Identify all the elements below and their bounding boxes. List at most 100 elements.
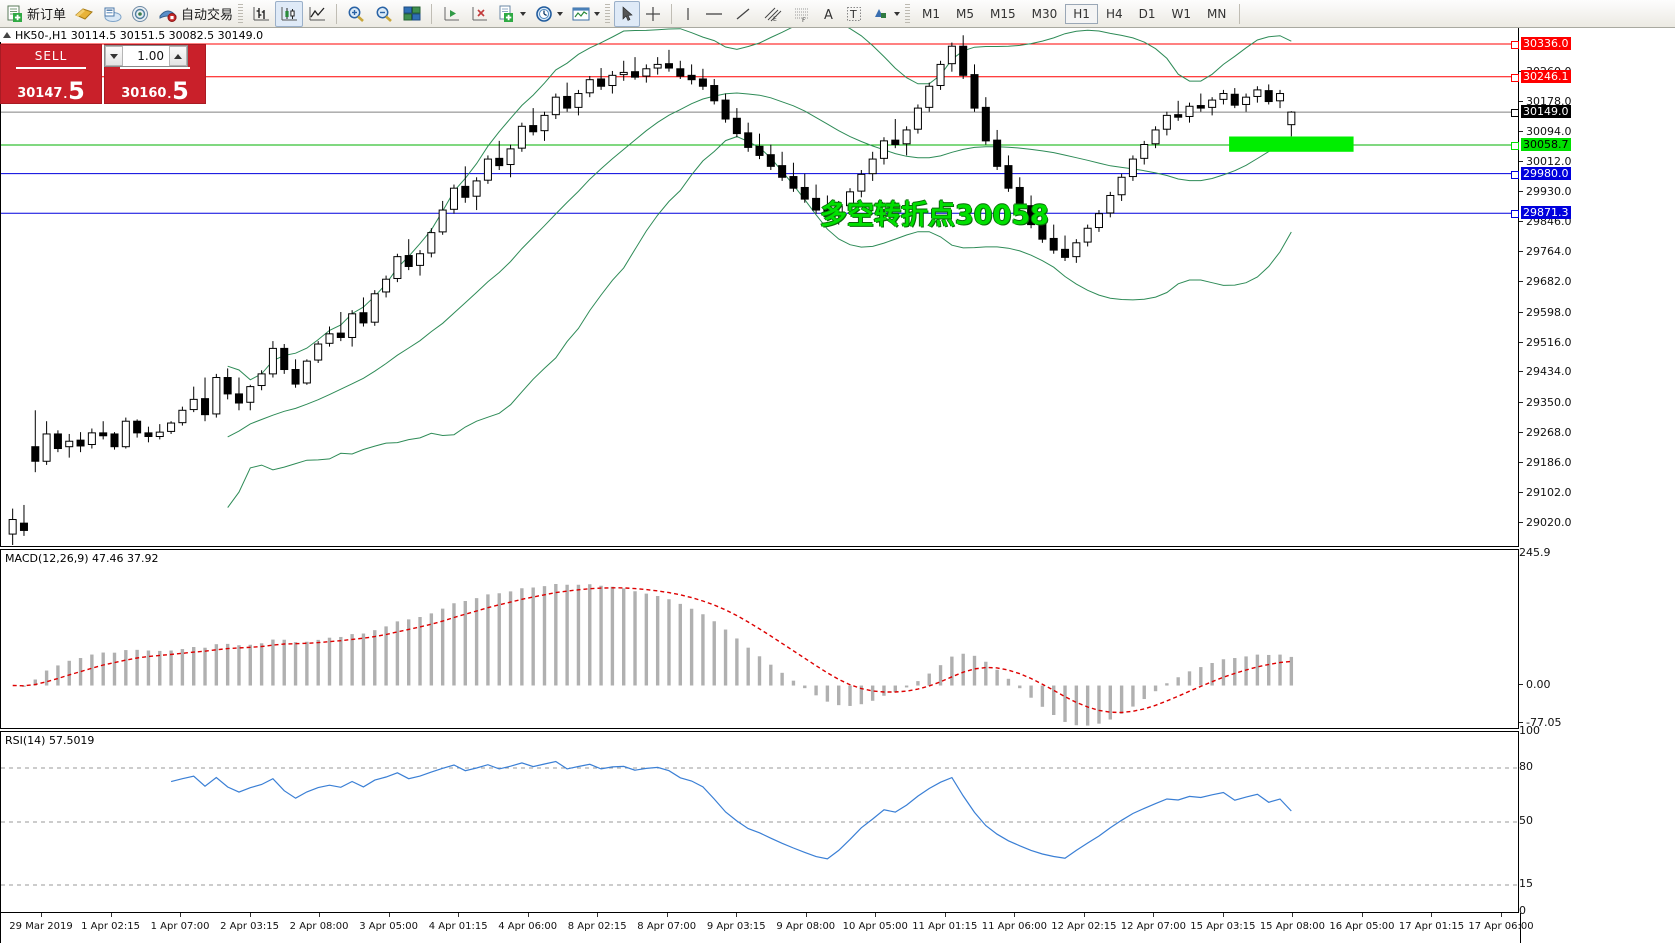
volume-decrease-button[interactable]: [105, 46, 123, 66]
timeframe-w1[interactable]: W1: [1171, 6, 1192, 21]
metaeditor-button[interactable]: [70, 1, 98, 27]
pivot-line-tag[interactable]: 30058.7: [1521, 137, 1571, 151]
volume-increase-button[interactable]: [169, 46, 187, 66]
timeframe-mn[interactable]: MN: [1207, 6, 1227, 21]
timeframe-m30[interactable]: M30: [1031, 6, 1058, 21]
data-window-button[interactable]: [98, 1, 126, 27]
auto-scroll-button[interactable]: [465, 1, 493, 27]
sell-price-dot: .: [63, 86, 68, 101]
one-click-trading-panel[interactable]: HK50-,H1 30114.5 30151.5 30082.5 30149.0…: [0, 28, 263, 104]
objects-list-button[interactable]: [867, 1, 904, 27]
price-tick: 29682.0: [1519, 275, 1572, 288]
current-price-handle[interactable]: [1511, 109, 1519, 118]
chevron-down-icon[interactable]: [894, 11, 901, 16]
text-object-button[interactable]: T: [841, 1, 867, 27]
price-pane[interactable]: [0, 28, 1519, 547]
chart-annotation-text[interactable]: 多空转折点30058: [820, 200, 1049, 231]
zoom-in-button[interactable]: [342, 1, 370, 27]
new-order-button[interactable]: 新订单: [2, 1, 70, 27]
timeframe-h1[interactable]: H1: [1065, 3, 1098, 24]
resistance-line-2-handle[interactable]: [1511, 73, 1519, 82]
time-tick: [1083, 913, 1085, 917]
fibonacci-icon: F: [795, 8, 809, 23]
chevron-down-icon[interactable]: [557, 11, 564, 16]
horizontal-line-button[interactable]: [699, 1, 729, 27]
line-chart-button[interactable]: [303, 1, 331, 27]
time-label: 17 Apr 06:00: [1468, 921, 1534, 932]
rsi-canvas[interactable]: [1, 732, 1518, 912]
autotrading-button[interactable]: 自动交易: [154, 1, 237, 27]
time-tick: [110, 913, 112, 917]
volume-stepper[interactable]: 1.00: [104, 45, 188, 67]
trendline-icon: [736, 8, 750, 19]
volume-value[interactable]: 1.00: [137, 49, 164, 63]
time-label: 10 Apr 05:00: [842, 921, 908, 932]
timeframe-m15[interactable]: M15: [990, 6, 1016, 21]
price-tick: 30178.0: [1519, 95, 1572, 108]
rsi-pane[interactable]: RSI(14) 57.5019: [0, 731, 1519, 913]
fibonacci-button[interactable]: F: [787, 1, 817, 27]
support-line-2-tag[interactable]: 29871.3: [1521, 206, 1571, 220]
vertical-line-button[interactable]: [677, 1, 699, 27]
chevron-down-icon[interactable]: [594, 11, 601, 16]
candlestick-chart-button[interactable]: [275, 0, 304, 27]
macd-canvas[interactable]: [1, 550, 1518, 728]
objects-list-icon: [875, 8, 887, 18]
navigator-button[interactable]: [126, 1, 154, 27]
sell-panel[interactable]: SELL 30147 . 5: [0, 44, 102, 104]
macd-scale[interactable]: 245.9 0.00 -77.05: [1519, 546, 1675, 729]
timeframe-h4[interactable]: H4: [1105, 6, 1123, 21]
price-tick: 29764.0: [1519, 245, 1572, 258]
timeframe-m5[interactable]: M5: [956, 6, 975, 21]
toolbar-grip[interactable]: [905, 3, 911, 24]
buy-price[interactable]: 30160 . 5: [105, 69, 205, 103]
buy-price-dot: .: [167, 86, 172, 101]
sell-price[interactable]: 30147 . 5: [1, 69, 101, 103]
trendline-button[interactable]: [729, 1, 757, 27]
time-axis[interactable]: 29 Mar 2019 1 Apr 02:15 1 Apr 07:00 2 Apr 0…: [0, 913, 1534, 943]
chart-area[interactable]: MACD(12,26,9) 47.46 37.92 RSI(14) 57.501…: [0, 28, 1675, 943]
price-tick: 30094.0: [1519, 125, 1572, 138]
price-chart-canvas[interactable]: [1, 28, 1518, 545]
current-price-tag[interactable]: 30149.0: [1521, 105, 1571, 119]
chevron-down-icon[interactable]: [520, 11, 527, 16]
cursor-button[interactable]: [614, 0, 641, 27]
timeframe-d1[interactable]: D1: [1138, 6, 1156, 21]
crosshair-button[interactable]: [640, 1, 666, 27]
macd-pane[interactable]: MACD(12,26,9) 47.46 37.92: [0, 549, 1519, 729]
chart-shift-button[interactable]: [437, 1, 465, 27]
macd-tick: 245.9: [1519, 546, 1551, 559]
time-label: 16 Apr 05:00: [1329, 921, 1395, 932]
support-line-2-handle[interactable]: [1511, 210, 1519, 219]
timeframe-m1[interactable]: M1: [922, 6, 941, 21]
time-label: 8 Apr 07:00: [637, 921, 697, 932]
rsi-scale[interactable]: 100 80 50 15 0: [1519, 724, 1675, 917]
autotrading-icon: [159, 10, 177, 22]
time-tick: [458, 913, 460, 917]
time-label: 17 Apr 01:15: [1398, 921, 1465, 932]
period-button[interactable]: [530, 1, 567, 27]
resistance-line-1-handle[interactable]: [1511, 41, 1519, 50]
indicators-button[interactable]: [567, 1, 604, 27]
support-line-1-handle[interactable]: [1511, 170, 1519, 179]
price-tick: 29350.0: [1519, 396, 1572, 409]
toolbar-grip[interactable]: [605, 3, 611, 24]
collapse-triangle-icon[interactable]: [3, 32, 11, 38]
tile-windows-button[interactable]: [398, 1, 426, 27]
equidistant-channel-button[interactable]: E: [757, 1, 787, 27]
resistance-line-1-tag[interactable]: 30336.0: [1521, 37, 1571, 51]
toolbar-grip[interactable]: [238, 3, 244, 24]
resistance-line-2-tag[interactable]: 30246.1: [1521, 69, 1571, 83]
pivot-line-handle[interactable]: [1511, 141, 1519, 150]
crosshair-icon: [646, 6, 661, 21]
time-tick: [1014, 913, 1016, 917]
price-tick: 29102.0: [1519, 486, 1572, 499]
price-scale[interactable]: 30260.030178.030094.030012.029930.029846…: [1511, 28, 1675, 547]
support-line-1-tag[interactable]: 29980.0: [1521, 166, 1571, 180]
bar-chart-button[interactable]: [247, 1, 275, 27]
templates-button[interactable]: [493, 1, 530, 27]
time-tick: [597, 913, 599, 917]
zoom-out-button[interactable]: [370, 1, 398, 27]
sell-button[interactable]: SELL: [16, 45, 86, 69]
text-label-button[interactable]: A: [817, 1, 841, 27]
